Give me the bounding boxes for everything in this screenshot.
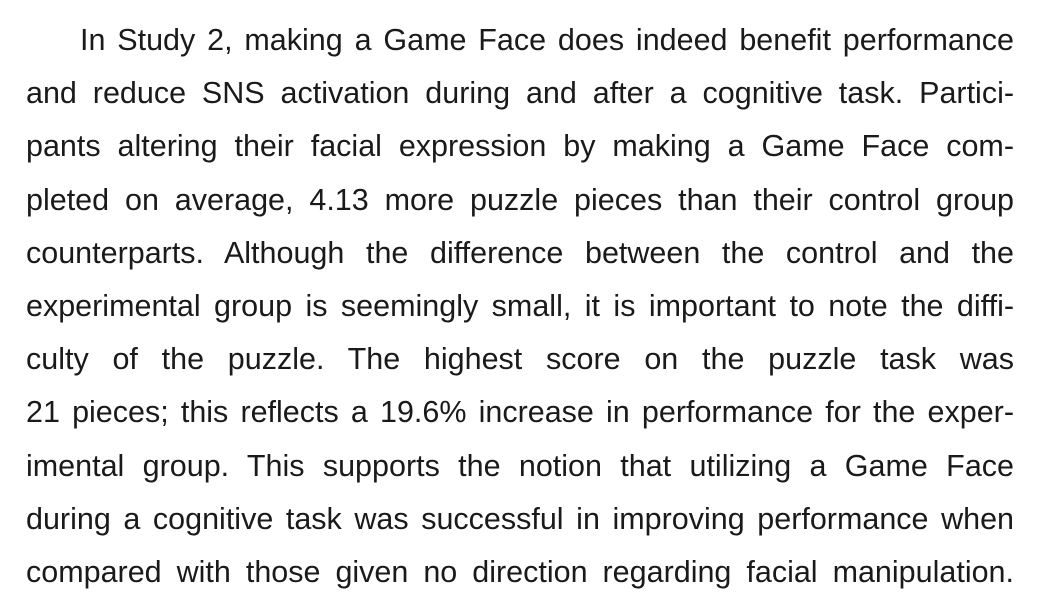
paragraph-line: imental group. This supports the notion … — [26, 448, 1014, 483]
paragraph-line: pleted on average, 4.13 more puzzle piec… — [26, 182, 1014, 217]
paragraph-line: In Study 2, making a Game Face does inde… — [80, 23, 1014, 57]
document-page: In Study 2, making a Game Face does inde… — [26, 14, 1014, 599]
paragraph-line: culty of the puzzle. The highest score o… — [26, 342, 1014, 377]
paragraph-line: counterparts. Although the difference be… — [26, 235, 1014, 270]
paragraph-line: experimental group is seemingly small, i… — [26, 288, 1014, 323]
paragraph-line: compared with those given no direction r… — [26, 554, 1014, 589]
paragraph-line: pants altering their facial expression b… — [26, 129, 1014, 164]
paragraph-line: 21 pieces; this reflects a 19.6% increas… — [26, 395, 1014, 430]
body-paragraph: In Study 2, making a Game Face does inde… — [26, 14, 1014, 599]
paragraph-line: during a cognitive task was successful i… — [26, 501, 1014, 536]
paragraph-line: and reduce SNS activation during and aft… — [26, 76, 1014, 111]
